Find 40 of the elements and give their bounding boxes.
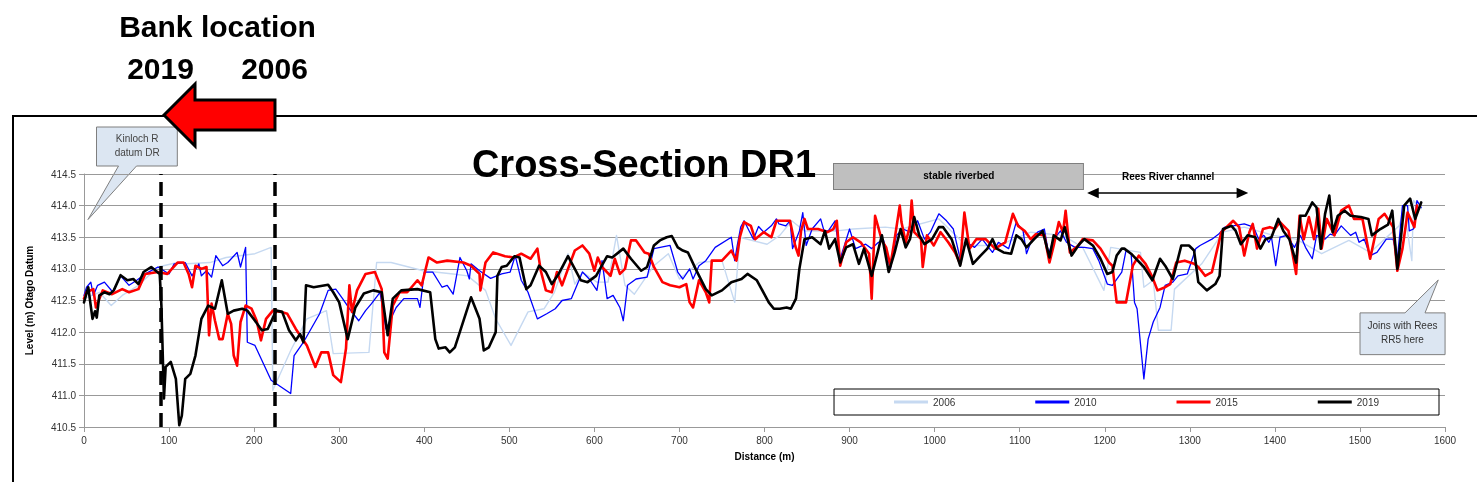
annotation: Joins with Rees RR5 here	[1366, 319, 1439, 348]
y-tick-label: 411.5	[51, 358, 77, 370]
legend-label: 2010	[1074, 396, 1097, 408]
x-tick-label: 500	[500, 434, 519, 446]
text: Bank location	[118, 10, 317, 44]
y-tick-label: 413.0	[50, 263, 77, 275]
y-tick-label: 412.0	[50, 326, 77, 338]
x-tick-label: 1200	[1093, 434, 1117, 446]
text: 2006	[240, 52, 309, 86]
x-tick-label: 900	[841, 434, 859, 446]
x-tick-label: 200	[245, 434, 263, 446]
x-tick-label: 1100	[1008, 434, 1031, 446]
text: Kinloch R datum DR	[113, 132, 161, 160]
legend-label: 2015	[1215, 396, 1239, 408]
text: 2019	[126, 52, 195, 86]
y-tick-label: 410.5	[50, 421, 77, 433]
y-tick-label: 412.5	[50, 295, 77, 306]
y-tick-label: 414.5	[50, 168, 77, 180]
annotation: Rees River channel	[1121, 171, 1216, 182]
chart-title: Cross-Section DR1	[471, 143, 817, 185]
x-tick-label: 1300	[1178, 434, 1202, 446]
x-tick-label: 1500	[1348, 434, 1372, 446]
x-tick-label: 1000	[923, 434, 947, 446]
x-tick-label: 600	[586, 434, 604, 446]
y-axis-title: Level (m) Otago Datum	[23, 245, 35, 356]
x-tick-label: 1400	[1263, 434, 1287, 446]
x-tick-label: 300	[330, 434, 348, 446]
y-tick-label: 411.0	[51, 389, 77, 401]
x-tick-label: 400	[415, 434, 434, 446]
x-tick-label: 1600	[1433, 434, 1457, 446]
x-tick-label: 700	[671, 434, 689, 446]
x-tick-label: 100	[160, 434, 178, 446]
legend-label: 2019	[1356, 396, 1380, 408]
y-tick-label: 413.5	[50, 231, 77, 243]
annotation: stable riverbed	[922, 170, 996, 181]
y-tick-label: 414.0	[50, 200, 77, 212]
x-tick-label: 0	[81, 434, 88, 446]
x-axis-title: Distance (m)	[734, 450, 795, 462]
x-tick-label: 800	[756, 434, 774, 446]
legend-label: 2006	[933, 396, 956, 408]
